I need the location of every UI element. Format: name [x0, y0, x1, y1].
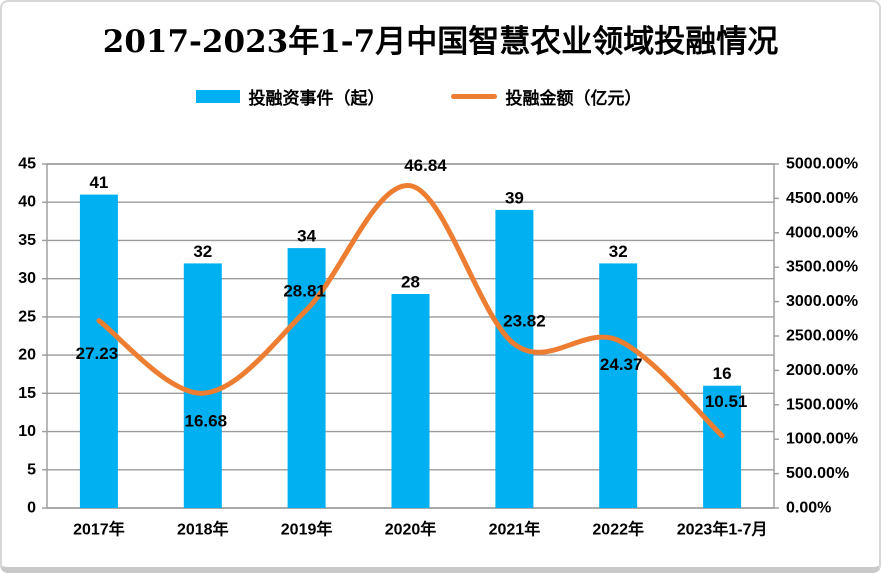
y2-axis-tick-label: 3000.00%	[786, 293, 858, 310]
bar	[391, 294, 430, 508]
y-axis-tick-label: 35	[18, 232, 36, 249]
y2-axis-tick-label: 3500.00%	[786, 259, 858, 276]
y-axis-tick-label: 45	[18, 156, 36, 173]
y-axis-tick-label: 10	[18, 423, 36, 440]
bar	[79, 194, 118, 508]
bar	[599, 263, 638, 508]
y2-axis-tick-label: 0.00%	[786, 500, 831, 517]
line-value-label: 27.23	[76, 344, 119, 363]
x-axis-tick-label: 2017年	[73, 520, 125, 539]
bar	[183, 263, 222, 508]
legend-bar-swatch-icon	[195, 90, 240, 103]
x-axis-tick-label: 2023年1-7月	[677, 520, 768, 539]
bar-value-label: 16	[713, 364, 732, 383]
line-value-label: 24.37	[600, 355, 643, 374]
trend-line	[96, 183, 725, 439]
y-axis-tick-label: 40	[18, 194, 36, 211]
line-value-label: 10.51	[705, 392, 748, 411]
bar-value-label: 28	[401, 273, 420, 292]
chart-legend: 投融资事件（起） 投融金额（亿元）	[2, 84, 857, 109]
x-axis-tick-label: 2022年	[592, 520, 644, 539]
y2-axis-tick-label: 2000.00%	[786, 362, 858, 379]
y-axis-tick-label: 5	[27, 461, 36, 478]
line-value-label: 46.84	[404, 156, 447, 175]
chart-title: 2017-2023年1-7月中国智慧农业领域投融情况	[102, 24, 779, 60]
y2-axis-tick-label: 1500.00%	[786, 396, 858, 413]
legend-item-amount: 投融金额（亿元）	[450, 84, 642, 109]
bar-value-label: 32	[193, 242, 212, 261]
y2-axis-tick-label: 500.00%	[786, 465, 849, 482]
y-axis-tick-label: 15	[18, 385, 36, 402]
legend-item-events: 投融资事件（起）	[195, 84, 385, 109]
y2-axis-tick-label: 5000.00%	[786, 156, 858, 173]
y-axis-tick-label: 0	[27, 500, 36, 517]
line-value-label: 23.82	[503, 312, 546, 331]
y2-axis-tick-label: 2500.00%	[786, 328, 858, 345]
line-value-label: 16.68	[185, 412, 228, 431]
legend-line-label: 投融金额（亿元）	[505, 89, 642, 108]
x-axis-tick-label: 2020年	[385, 520, 437, 539]
y-axis-tick-label: 20	[18, 347, 36, 364]
x-axis-tick-label: 2018年	[177, 520, 229, 539]
y-axis-tick-label: 25	[18, 308, 36, 325]
legend-bar-label: 投融资事件（起）	[248, 89, 385, 108]
bar-value-label: 41	[89, 173, 108, 192]
bar	[495, 209, 534, 508]
bar-value-label: 39	[505, 188, 524, 207]
y2-axis-tick-label: 1000.00%	[786, 431, 858, 448]
bar-value-label: 34	[297, 227, 316, 246]
bar	[703, 385, 742, 508]
x-axis-tick-label: 2019年	[281, 520, 333, 539]
y2-axis-tick-label: 4000.00%	[786, 224, 858, 241]
line-value-label: 28.81	[283, 281, 326, 300]
bar-value-label: 32	[609, 242, 628, 261]
legend-line-swatch-icon	[450, 94, 497, 99]
x-axis-tick-label: 2021年	[489, 520, 541, 539]
y2-axis-tick-label: 4500.00%	[786, 190, 858, 207]
y-axis-tick-label: 30	[18, 270, 36, 287]
